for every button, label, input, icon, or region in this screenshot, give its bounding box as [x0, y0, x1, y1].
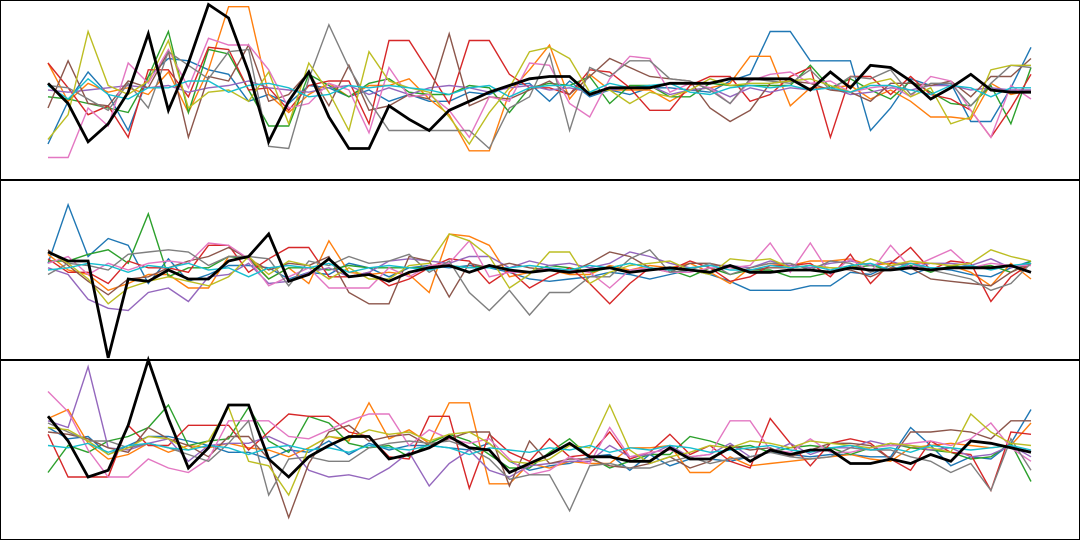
series-line-10	[47, 442, 1032, 456]
series-line-6	[47, 246, 1032, 305]
middle-panel	[0, 180, 1080, 360]
series-line-6	[47, 420, 1031, 520]
series-line-1	[47, 202, 1032, 291]
series-line-2	[47, 5, 1032, 152]
series-line-9	[47, 29, 1031, 146]
series-line-10	[47, 262, 1032, 278]
series-line-5	[47, 251, 1032, 312]
bottom-panel	[0, 355, 1080, 540]
series-line-4	[47, 244, 1032, 305]
series-line-1	[47, 30, 1032, 145]
series-line-11	[46, 355, 1032, 479]
series-line-9	[47, 403, 1032, 497]
series-line-9	[47, 233, 1032, 305]
series-line-10	[47, 77, 1031, 100]
series-line-7	[48, 37, 1032, 159]
series-line-5	[47, 80, 1031, 98]
series-line-11	[47, 231, 1032, 359]
series-line-5	[47, 364, 1032, 488]
series-line-2	[47, 401, 1032, 485]
series-line-6	[47, 31, 1032, 140]
series-line-11	[47, 2, 1031, 150]
series-line-8	[47, 22, 1032, 150]
top-panel	[0, 0, 1080, 180]
